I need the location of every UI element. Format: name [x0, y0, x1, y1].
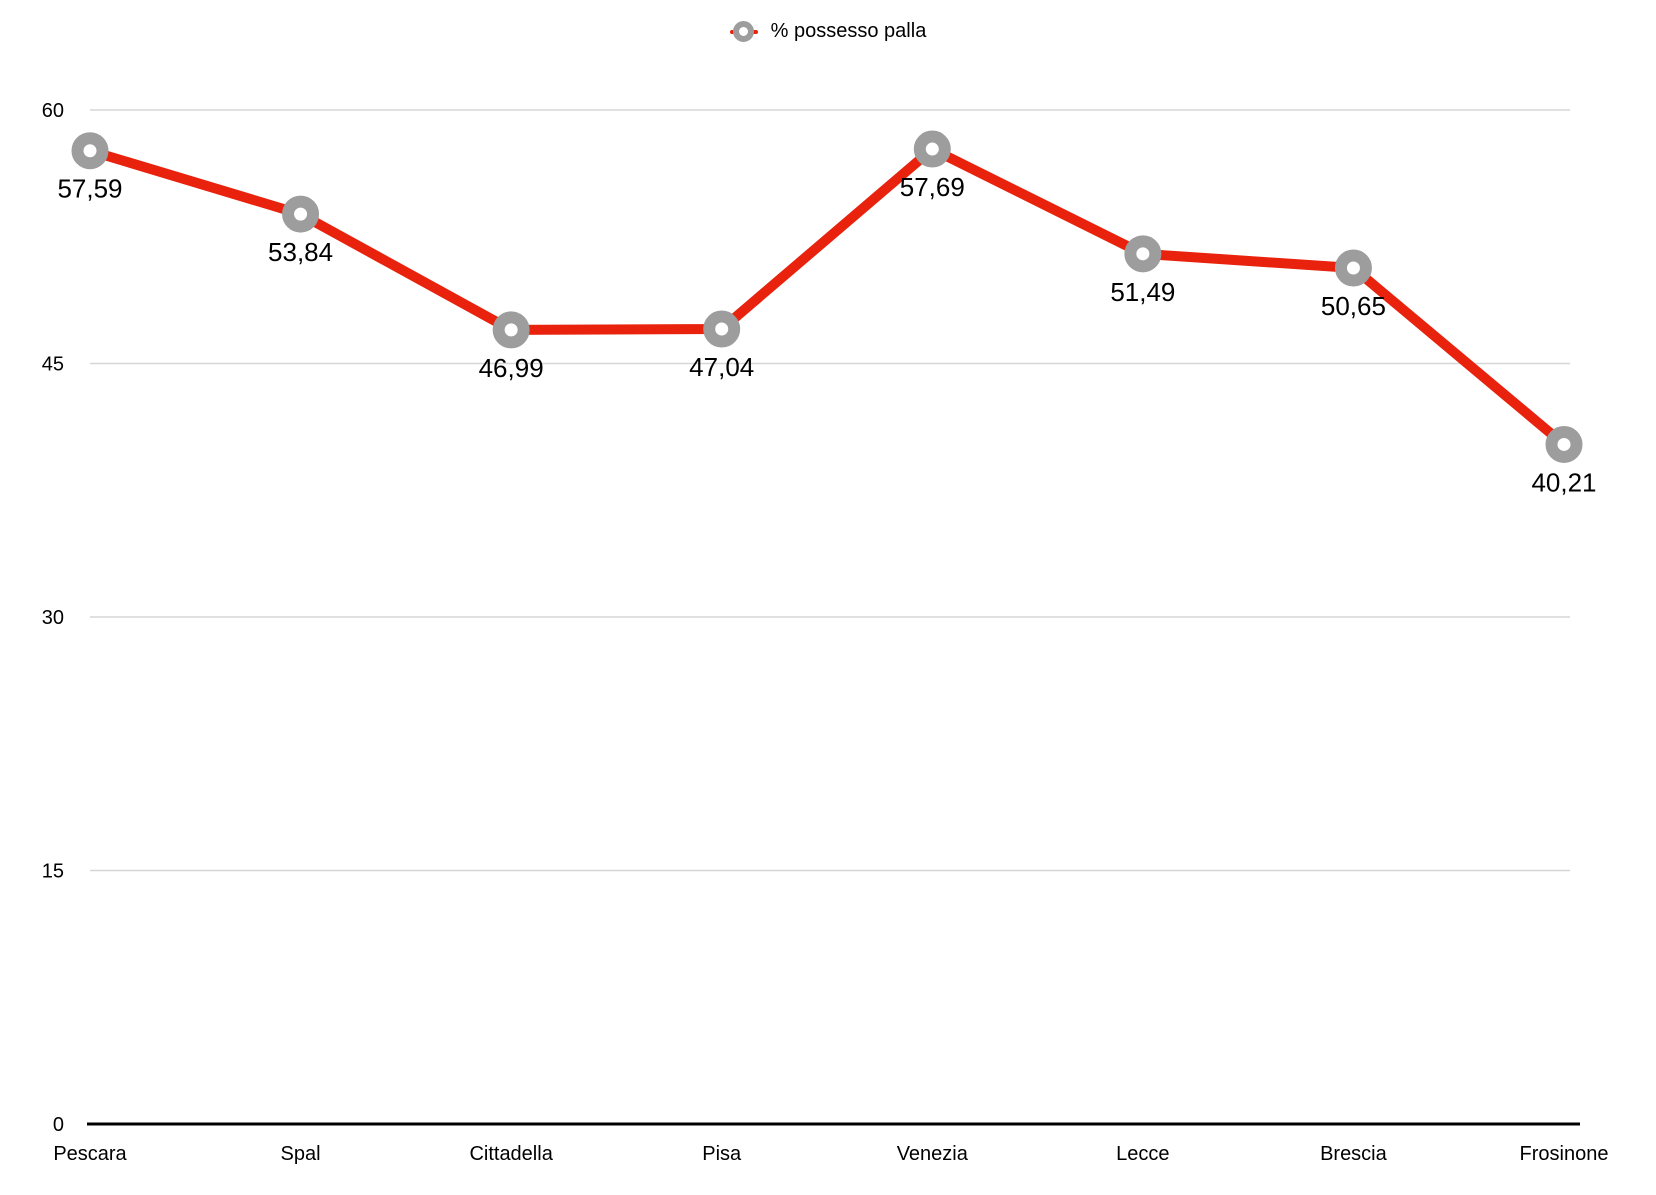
- x-category-label-pescara: Pescara: [53, 1143, 127, 1165]
- data-point-label-cittadella: 46,99: [479, 353, 544, 383]
- data-point-label-pescara: 57,59: [57, 174, 122, 204]
- data-point-label-lecce: 51,49: [1110, 277, 1175, 307]
- y-axis-tick-label-60: 60: [42, 100, 64, 122]
- y-axis-tick-label-15: 15: [42, 861, 64, 883]
- data-point-label-pisa: 47,04: [689, 352, 754, 382]
- data-point-marker-venezia: [913, 130, 951, 168]
- x-category-label-cittadella: Cittadella: [469, 1143, 553, 1165]
- data-point-label-venezia: 57,69: [900, 172, 965, 202]
- data-point-marker-spal: [282, 195, 320, 233]
- data-point-marker-cittadella: [492, 311, 530, 349]
- y-axis-tick-label-0: 0: [53, 1114, 64, 1136]
- legend: % possesso palla: [0, 20, 1656, 43]
- legend-series-label: % possesso palla: [770, 20, 927, 42]
- data-point-marker-brescia: [1334, 249, 1372, 287]
- data-point-marker-frosinone: [1545, 425, 1583, 463]
- data-point-label-brescia: 50,65: [1321, 291, 1386, 321]
- series-line: [85, 144, 1569, 450]
- legend-marker-icon: [733, 21, 755, 42]
- x-category-label-venezia: Venezia: [897, 1143, 969, 1165]
- x-category-label-frosinone: Frosinone: [1520, 1143, 1609, 1165]
- data-point-label-spal: 53,84: [268, 237, 333, 267]
- x-category-label-spal: Spal: [281, 1143, 321, 1165]
- data-point-marker-pisa: [703, 310, 741, 348]
- data-point-marker-pescara: [71, 132, 109, 170]
- y-axis-tick-label-30: 30: [42, 607, 64, 629]
- data-point-label-frosinone: 40,21: [1531, 467, 1596, 497]
- line-series-legend-icon: [729, 21, 758, 42]
- x-category-label-brescia: Brescia: [1320, 1143, 1388, 1165]
- data-point-marker-lecce: [1124, 235, 1162, 273]
- x-category-label-pisa: Pisa: [702, 1143, 742, 1165]
- y-axis-tick-label-45: 45: [42, 354, 64, 376]
- x-category-label-lecce: Lecce: [1116, 1143, 1169, 1165]
